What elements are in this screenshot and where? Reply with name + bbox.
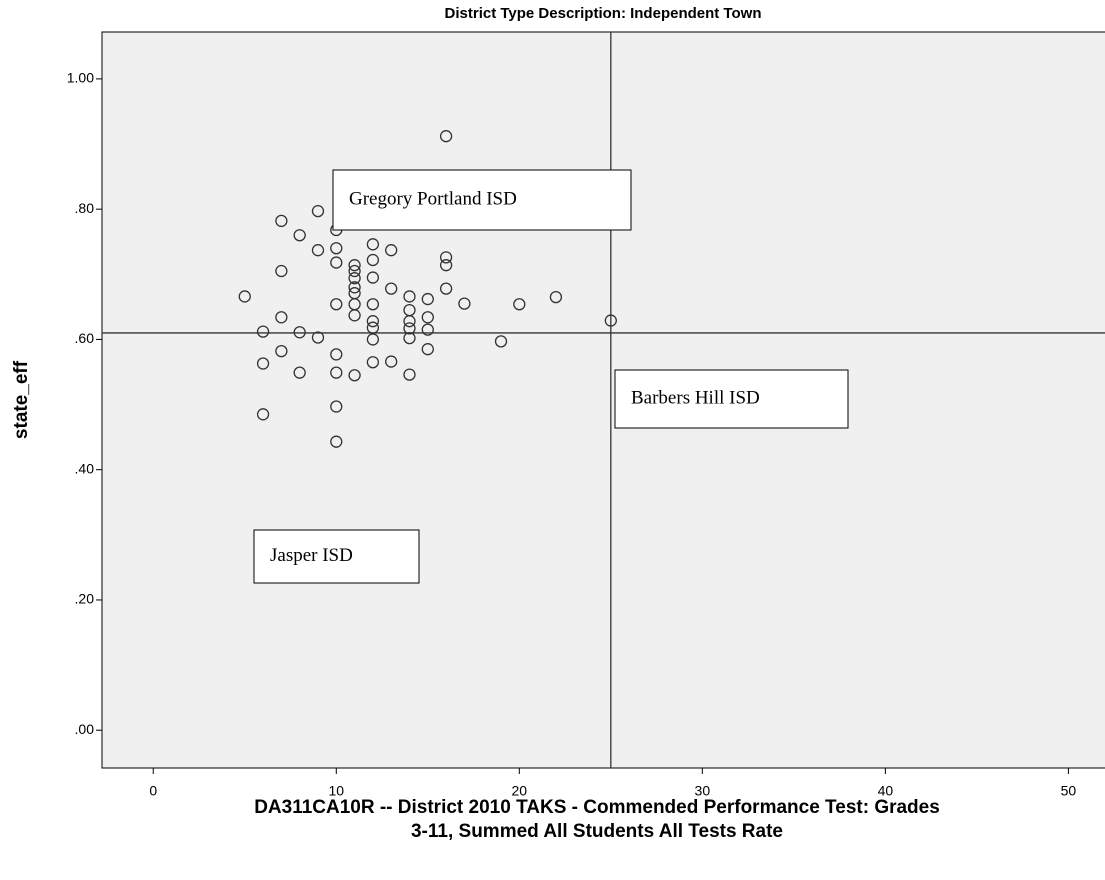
- point: [311, 331, 325, 344]
- point: [366, 356, 380, 369]
- point: [238, 290, 251, 303]
- point: [366, 321, 380, 334]
- point: [293, 326, 306, 339]
- plot-area: [101, 31, 1105, 769]
- point: [275, 264, 288, 278]
- point: [348, 281, 361, 294]
- y-axis-label: state_eff: [11, 360, 32, 439]
- point: [439, 259, 453, 272]
- point: [311, 244, 325, 257]
- point: [366, 271, 380, 284]
- point: [385, 244, 398, 257]
- point: [385, 355, 398, 368]
- point: [458, 297, 471, 310]
- point: [403, 290, 416, 303]
- x-tick-label: 10: [328, 783, 344, 799]
- point: [366, 238, 380, 251]
- point: [330, 298, 343, 311]
- point: [421, 323, 434, 336]
- point: [348, 309, 361, 322]
- x-tick-label: 30: [695, 783, 711, 799]
- x-tick-label: 0: [149, 783, 157, 799]
- point: [494, 335, 508, 348]
- y-tick-label: .20: [75, 591, 95, 607]
- point: [513, 298, 526, 311]
- y-tick-label: .00: [75, 721, 95, 737]
- point: [330, 242, 343, 255]
- point: [348, 264, 361, 278]
- point: [421, 292, 434, 306]
- point: [366, 253, 380, 267]
- point: [275, 345, 288, 358]
- chart-title: District Type Description: Independent T…: [445, 5, 762, 22]
- point: [385, 282, 398, 295]
- point: [293, 366, 306, 379]
- point: [348, 272, 361, 285]
- point: [366, 298, 380, 311]
- point: [366, 333, 380, 346]
- point: [256, 325, 270, 338]
- point: [421, 311, 434, 324]
- point: [421, 343, 434, 356]
- point: [256, 408, 270, 421]
- point: [348, 259, 361, 272]
- point: [330, 366, 343, 379]
- annotation-box: [332, 169, 632, 231]
- point: [403, 315, 416, 328]
- point: [293, 229, 306, 242]
- point: [330, 400, 343, 413]
- point: [256, 357, 270, 370]
- y-tick-label: .80: [75, 200, 95, 216]
- point: [439, 130, 453, 143]
- point: [275, 311, 288, 324]
- annotation: Jasper ISD: [270, 545, 353, 566]
- x-tick-label: 50: [1061, 783, 1077, 799]
- point: [330, 348, 343, 361]
- x-tick-label: 20: [512, 783, 528, 799]
- annotation: Gregory Portland ISD: [349, 188, 517, 209]
- x-tick-label: 40: [878, 783, 894, 799]
- point: [330, 435, 343, 448]
- annotation-box: [253, 529, 420, 584]
- x-axis-label: DA311CA10R -- District 2010 TAKS - Comme…: [254, 797, 940, 818]
- annotation: Barbers Hill ISD: [631, 387, 760, 408]
- y-tick-label: .60: [75, 330, 95, 346]
- annotation-box: [614, 369, 849, 429]
- point: [549, 290, 563, 304]
- point: [403, 331, 416, 345]
- point: [403, 322, 416, 335]
- point: [403, 368, 416, 381]
- point: [366, 315, 380, 328]
- point: [330, 256, 343, 269]
- point: [439, 282, 453, 295]
- y-tick-label: .40: [75, 460, 95, 476]
- point: [604, 314, 617, 327]
- point: [311, 204, 325, 218]
- y-tick-label: 1.00: [67, 70, 94, 86]
- point: [439, 251, 453, 264]
- point: [348, 369, 361, 382]
- point: [275, 214, 288, 228]
- x-axis-label: 3-11, Summed All Students All Tests Rate: [411, 821, 783, 842]
